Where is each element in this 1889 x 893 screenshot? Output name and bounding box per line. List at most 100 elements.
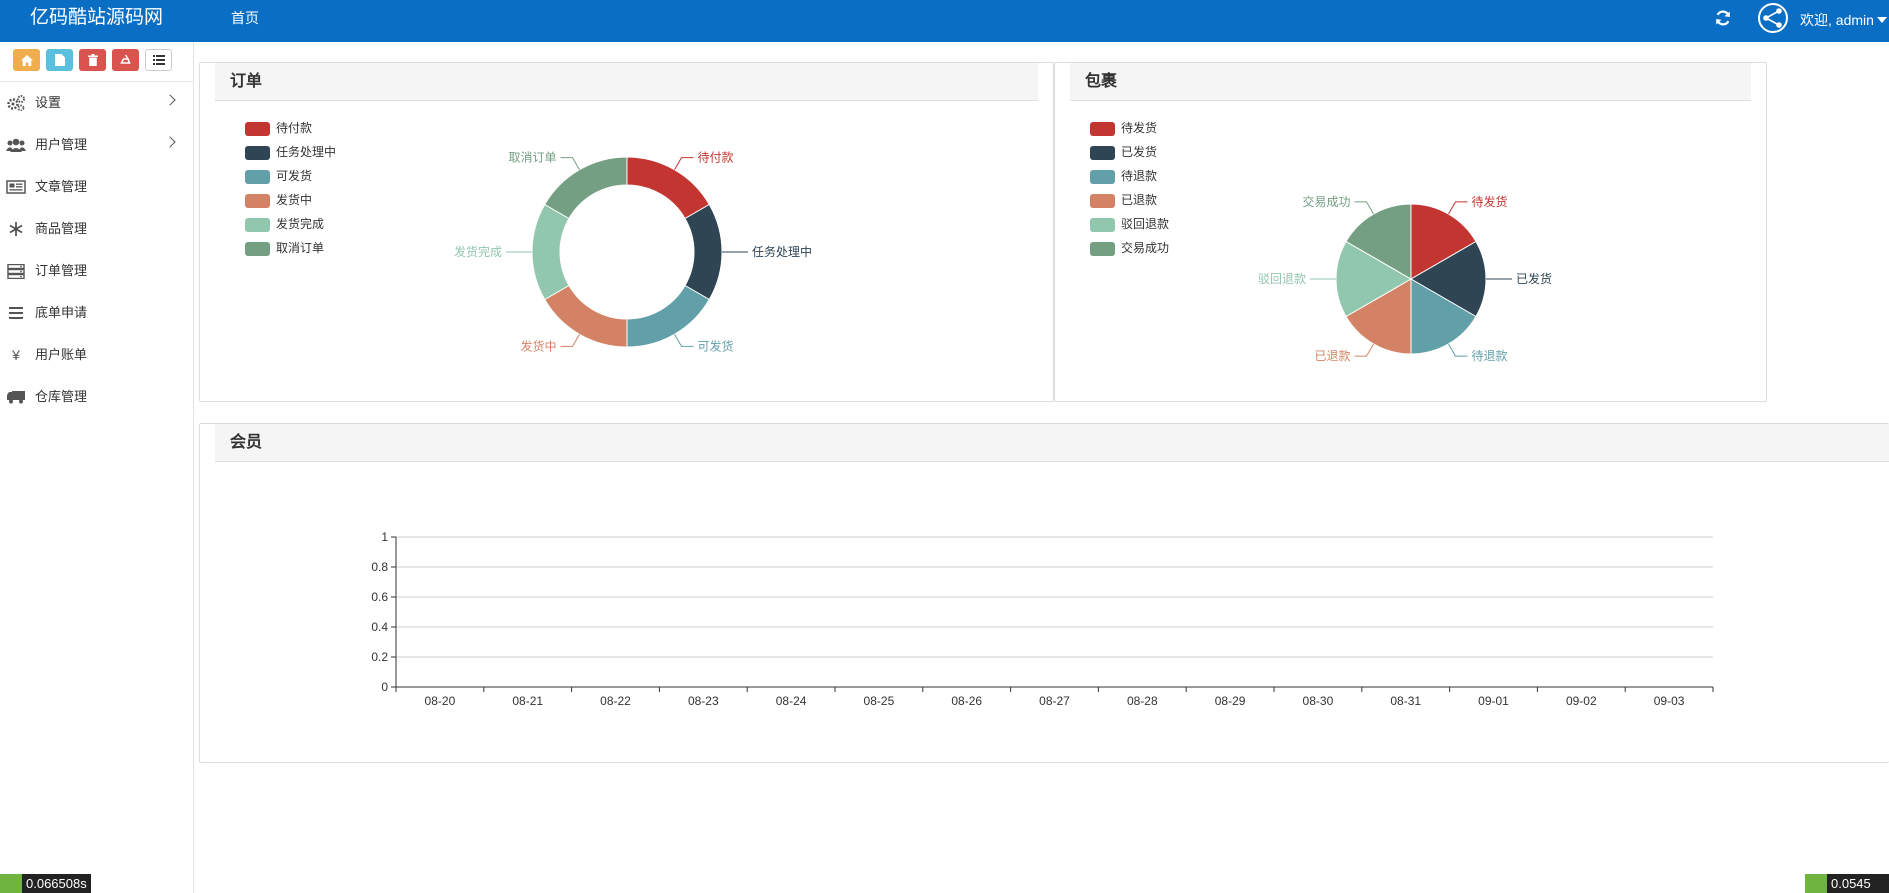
sidebar-item-label: 设置 (35, 95, 62, 110)
bars-icon (6, 304, 26, 322)
sidebar-item-label: 用户管理 (35, 137, 88, 152)
chevron-right-icon (164, 136, 176, 148)
legend-swatch (1090, 170, 1115, 184)
sidebar-item-product-management[interactable]: 商品管理 (0, 209, 194, 249)
legend-label: 待发货 (1121, 121, 1158, 135)
pie-slice[interactable] (684, 203, 723, 301)
x-tick-label: 09-02 (1566, 694, 1597, 708)
timer-badge-left: 0.066508s (0, 874, 91, 893)
slice-label: 交易成功 (1302, 194, 1350, 209)
pie-slice[interactable] (626, 156, 710, 220)
x-tick-label: 08-29 (1215, 694, 1246, 708)
pie-slice[interactable] (531, 203, 570, 301)
label-leader-line (560, 157, 580, 170)
sidebar-item-label: 订单管理 (35, 263, 88, 278)
home-icon (20, 54, 33, 66)
legend-swatch (245, 170, 270, 184)
sidebar-item-settings[interactable]: 设置 (0, 83, 194, 123)
nav-home-link[interactable]: 首页 (231, 10, 259, 26)
file-shortcut-button[interactable] (46, 49, 73, 71)
pie-slice[interactable] (1410, 203, 1477, 280)
sidebar-item-article-management[interactable]: 文章管理 (0, 167, 194, 207)
welcome-text: 欢迎, admin (1800, 12, 1874, 28)
slice-label: 已发货 (1516, 271, 1552, 286)
label-leader-line (560, 334, 580, 347)
brand-title[interactable]: 亿码酷站源码网 (30, 7, 164, 28)
legend-swatch (1090, 218, 1115, 232)
truck-icon (6, 388, 26, 406)
timer-badge-right: 0.0545 (1805, 874, 1889, 893)
pie-slice[interactable] (1410, 278, 1477, 355)
slice-label: 待退款 (1472, 349, 1508, 363)
orders-panel: 订单 待付款 任务处理中 可发货 发货中 发货完成 取消订单 待付款 任务处理中 可发货 发货中… (199, 62, 1054, 402)
sidebar-item-order-management[interactable]: 订单管理 (0, 251, 194, 291)
list-icon (152, 55, 165, 65)
sidebar-item-receipt-request[interactable]: 底单申请 (0, 293, 194, 333)
sidebar-item-user-management[interactable]: 用户管理 (0, 125, 194, 165)
label-leader-line (674, 157, 694, 170)
x-tick-label: 09-03 (1654, 694, 1685, 708)
slice-label: 取消订单 (508, 151, 556, 165)
legend-swatch (1090, 122, 1115, 136)
list-shortcut-button[interactable] (145, 49, 172, 71)
server-icon (6, 262, 26, 280)
sidebar-item-warehouse-management[interactable]: 仓库管理 (0, 377, 194, 417)
legend-swatch (1090, 146, 1115, 160)
slice-label: 可发货 (698, 338, 734, 353)
legend-label: 可发货 (276, 169, 313, 183)
pie-slice[interactable] (544, 284, 628, 348)
legend-swatch (245, 242, 270, 256)
legend-swatch (245, 194, 270, 208)
pie-slice[interactable] (1335, 240, 1413, 318)
refresh-icon[interactable] (1713, 8, 1733, 28)
panel-title: 订单 (230, 73, 263, 90)
pie-slice[interactable] (1409, 240, 1487, 318)
share-network-icon (1763, 8, 1782, 28)
pie-slice[interactable] (544, 156, 628, 220)
legend-label: 待付款 (276, 121, 313, 135)
recycle-icon (120, 54, 131, 64)
legend-label: 驳回退款 (1121, 217, 1170, 231)
legend-swatch (1090, 242, 1115, 256)
panel-header: 包裹 (1070, 63, 1751, 101)
panel-title: 会员 (230, 434, 263, 451)
user-avatar[interactable] (1758, 3, 1788, 33)
pie-slice[interactable] (1345, 203, 1412, 280)
legend-label: 取消订单 (276, 241, 325, 255)
gears-icon (6, 94, 26, 112)
label-leader-line (1354, 201, 1374, 215)
sidebar-item-user-bills[interactable]: ¥ 用户账单 (0, 335, 194, 375)
legend-label: 发货完成 (276, 217, 325, 231)
sidebar-item-label: 底单申请 (35, 305, 88, 320)
trash-shortcut-button[interactable] (79, 49, 106, 71)
sidebar-item-label: 仓库管理 (35, 389, 88, 404)
x-tick-label: 08-27 (1039, 694, 1070, 708)
users-icon (6, 136, 26, 154)
slice-label: 驳回退款 (1258, 272, 1306, 286)
yen-icon: ¥ (12, 347, 20, 363)
legend-label: 待退款 (1121, 169, 1158, 183)
legend-swatch (245, 146, 270, 160)
y-tick-label: 0 (381, 680, 388, 694)
recycle-shortcut-button[interactable] (112, 49, 139, 71)
y-tick-label: 0.4 (371, 620, 388, 634)
legend-label: 已退款 (1121, 193, 1158, 207)
newspaper-icon (6, 178, 26, 196)
leaf-icon (1805, 874, 1827, 893)
pie-slice[interactable] (626, 284, 710, 348)
timer-text: 0.0545 (1831, 876, 1871, 891)
slice-label: 发货中 (520, 338, 556, 353)
x-tick-label: 08-28 (1127, 694, 1158, 708)
label-leader-line (1448, 343, 1468, 357)
home-shortcut-button[interactable] (13, 49, 40, 71)
sidebar-item-label: 用户账单 (35, 347, 88, 362)
user-menu-toggle[interactable]: 欢迎, admin (1800, 12, 1887, 28)
pie-slice[interactable] (1345, 278, 1412, 355)
shortcut-toolbar (0, 42, 194, 82)
timer-text: 0.066508s (26, 876, 87, 891)
panel-header: 会员 (215, 424, 1889, 462)
slice-label: 发货完成 (454, 244, 502, 259)
label-leader-line (1354, 343, 1374, 357)
slice-label: 任务处理中 (752, 244, 812, 259)
